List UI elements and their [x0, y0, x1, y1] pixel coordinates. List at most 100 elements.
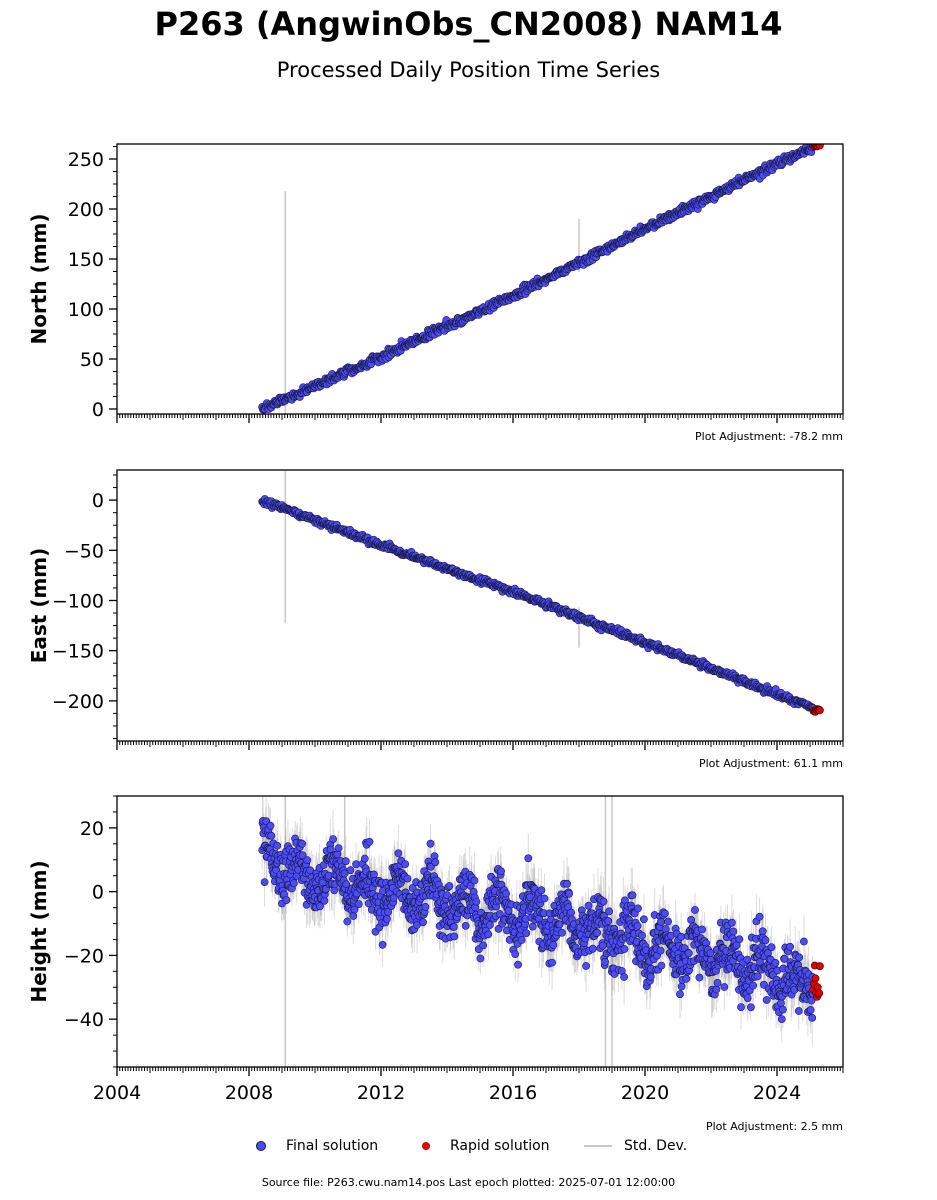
final-solution-point [735, 935, 744, 944]
final-solution-point [620, 945, 629, 953]
final-solution-point [646, 972, 655, 981]
final-solution-point [749, 981, 758, 990]
final-solution-point [589, 944, 597, 953]
plot-adjustment-label: Plot Adjustment: -78.2 mm [695, 430, 843, 443]
final-solution-point [657, 918, 665, 926]
final-solution-point [384, 908, 392, 916]
final-solution-point [682, 974, 691, 983]
final-solution-point [729, 927, 738, 936]
y-tick-label: 100 [68, 299, 104, 321]
final-solution-point [528, 922, 537, 931]
final-solution-point [282, 896, 291, 904]
final-solution-point [713, 979, 722, 987]
final-solution-point [565, 889, 573, 898]
final-solution-point [514, 960, 522, 969]
final-solution-point [431, 858, 440, 867]
final-solution-point [389, 894, 398, 902]
rapid-solution-point [816, 144, 824, 150]
final-solution-point [582, 962, 590, 970]
final-solution-point [634, 904, 642, 913]
final-solution-point [761, 936, 770, 945]
final-solution-point [676, 990, 684, 999]
final-solution-point [260, 878, 269, 886]
final-solution-point [421, 903, 430, 911]
panel-1: 0 50 100 150 200 250 North (mm) Plot Adjustment… [27, 143, 844, 443]
y-tick-label: 250 [68, 149, 104, 171]
final-solution-point [426, 839, 435, 848]
final-solution-point [470, 876, 479, 885]
final-solution-point [601, 958, 609, 966]
final-solution-point [743, 955, 752, 964]
final-solution-point [484, 930, 493, 939]
final-solution-point [266, 821, 275, 830]
final-solution-series [258, 817, 817, 1023]
final-solution-point [691, 906, 699, 914]
y-tick-label: −150 [52, 641, 104, 663]
final-solution-point [267, 831, 276, 840]
final-solution-point [298, 851, 307, 860]
final-solution-point [755, 912, 764, 921]
final-solution-point [728, 918, 736, 927]
final-solution-point [349, 912, 358, 920]
y-tick-label: 0 [92, 399, 104, 421]
final-solution-point [476, 954, 485, 963]
final-solution-point [343, 917, 352, 926]
final-solution-point [584, 901, 593, 910]
final-solution-point [743, 994, 752, 1002]
final-solution-point [558, 928, 566, 937]
final-solution-point [605, 907, 613, 916]
final-solution-point [640, 915, 648, 924]
rapid-solution-series [809, 144, 824, 151]
final-solution-series [258, 144, 818, 414]
panel-frame [116, 469, 844, 742]
final-solution-point [524, 854, 533, 863]
y-axis-label: East (mm) [27, 548, 51, 664]
final-solution-point [289, 879, 298, 888]
final-solution-point [365, 837, 374, 846]
final-solution-point [549, 941, 558, 949]
x-axis-ticks [116, 741, 844, 750]
plot-area [258, 796, 824, 1067]
final-solution-point [537, 886, 546, 895]
final-solution-point [502, 889, 510, 898]
rapid-solution-point [816, 706, 824, 715]
final-solution-point [378, 940, 387, 949]
final-solution-point [593, 928, 602, 937]
rapid-solution-series [809, 705, 824, 716]
y-tick-label: −200 [52, 691, 104, 713]
final-solution-point [737, 1003, 745, 1011]
final-solution-point [354, 900, 363, 908]
final-solution-point [341, 857, 350, 866]
panel-2: 0 −50 −100 −150 −200 East (mm) Plot Adjustment… [27, 469, 844, 770]
final-solution-point [540, 894, 549, 903]
chart-title: P263 (AngwinObs_CN2008) NAM14 [154, 5, 783, 43]
panel-3: 2004 2008 2012 2016 2020 2024200−20−40Height … [27, 795, 844, 1133]
final-solution-point [334, 844, 343, 852]
y-tick-label: −50 [64, 540, 104, 562]
final-solution-point [753, 972, 762, 981]
final-solution-point [677, 932, 686, 941]
final-solution-point [767, 943, 776, 952]
final-solution-point [350, 905, 359, 914]
final-solution-point [747, 1003, 755, 1012]
final-solution-point [340, 869, 349, 878]
final-solution-point [382, 915, 391, 923]
final-solution-point [657, 961, 666, 970]
y-tick-label: 150 [68, 249, 104, 271]
final-solution-point [661, 909, 669, 918]
chart-subtitle: Processed Daily Position Time Series [276, 58, 661, 82]
final-solution-point [461, 922, 470, 930]
final-solution-point [449, 923, 458, 931]
final-solution-point [450, 932, 459, 941]
y-axis-label: North (mm) [27, 213, 51, 344]
final-solution-point [720, 983, 729, 991]
y-tick-label: 50 [80, 349, 104, 371]
final-solution-point [497, 867, 505, 876]
final-solution-point [638, 931, 646, 940]
final-solution-point [522, 929, 531, 937]
final-solution-point [517, 936, 526, 944]
plot-adjustment-label: Plot Adjustment: 61.1 mm [699, 757, 843, 770]
final-solution-point [684, 949, 693, 958]
final-solution-point [712, 985, 721, 994]
final-solution-series [258, 495, 818, 713]
